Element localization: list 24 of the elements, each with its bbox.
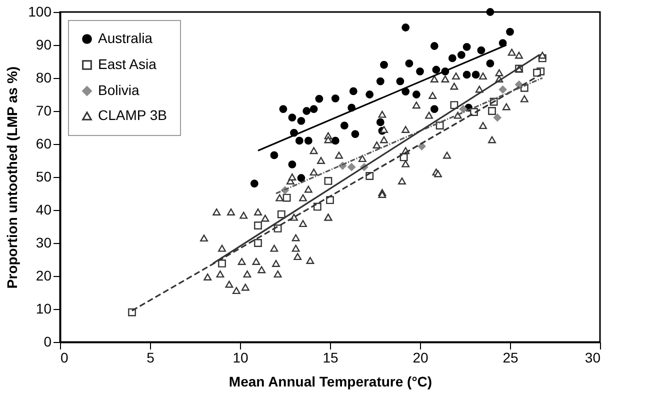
y-tick-label: 100: [28, 4, 52, 20]
y-tick-label: 30: [36, 234, 52, 250]
x-tick-label: 30: [584, 350, 601, 366]
y-tick-label: 10: [36, 300, 52, 316]
legend-label: East Asia: [98, 56, 157, 72]
y-tick-label: 20: [36, 268, 52, 284]
y-tick-label: 0: [44, 334, 52, 350]
y-tick-label: 80: [36, 70, 52, 86]
x-axis-title: Mean Annual Temperature (°C): [228, 374, 432, 390]
legend-label: Bolivia: [98, 82, 140, 98]
x-tick-label: 20: [412, 350, 428, 366]
x-tick-label: 25: [502, 350, 518, 366]
y-tick-label: 50: [36, 168, 52, 184]
x-tick-label: 10: [232, 350, 248, 366]
x-tick-label: 15: [322, 350, 338, 366]
y-tick-label: 70: [36, 102, 52, 118]
x-tick-label: 5: [146, 350, 155, 366]
x-tick-label: 0: [60, 350, 68, 366]
y-tick-label: 60: [36, 136, 52, 152]
y-axis-title: Proportion untoothed (LMP as %): [4, 66, 20, 289]
y-tick-label: 40: [36, 202, 52, 218]
legend-label: CLAMP 3B: [98, 107, 167, 123]
legend-label: Australia: [98, 30, 153, 46]
y-tick-label: 90: [36, 36, 52, 52]
